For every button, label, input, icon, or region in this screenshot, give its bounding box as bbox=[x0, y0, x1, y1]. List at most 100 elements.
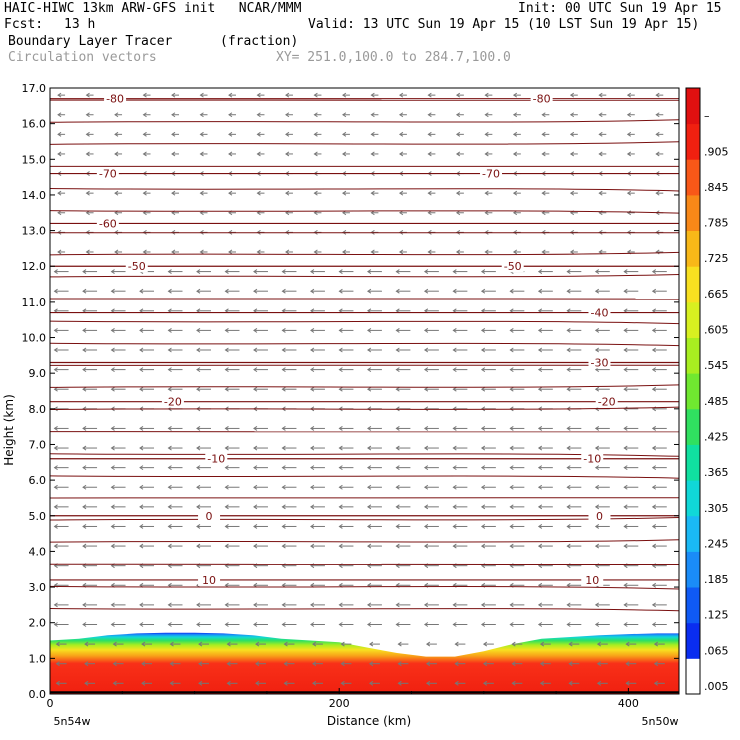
circulation-vector bbox=[310, 622, 325, 627]
circulation-vector bbox=[167, 524, 183, 529]
circulation-vector bbox=[196, 524, 211, 529]
circulation-vector bbox=[283, 641, 295, 647]
circulation-vector bbox=[566, 602, 582, 608]
circulation-vector bbox=[85, 151, 94, 157]
circulation-vector bbox=[537, 386, 553, 392]
circulation-vector bbox=[566, 269, 582, 274]
circulation-vector bbox=[452, 386, 468, 392]
circulation-vector bbox=[199, 131, 208, 137]
circulation-vector bbox=[651, 582, 667, 588]
circulation-vector bbox=[167, 602, 183, 608]
circulation-vector bbox=[566, 426, 582, 431]
circulation-vector bbox=[626, 92, 635, 98]
circulation-vector bbox=[626, 210, 635, 216]
circulation-vector bbox=[256, 249, 265, 255]
circulation-vector bbox=[566, 445, 582, 451]
temperature-contour bbox=[50, 607, 679, 612]
circulation-vector bbox=[228, 190, 236, 196]
circulation-vector bbox=[283, 661, 295, 667]
circulation-vector bbox=[167, 347, 183, 353]
circulation-vector bbox=[509, 445, 525, 451]
circulation-vector bbox=[253, 347, 268, 353]
circulation-vector bbox=[655, 131, 664, 137]
colorbar-label: .245 bbox=[704, 537, 729, 550]
circulation-vector bbox=[623, 524, 639, 529]
circulation-vector bbox=[310, 602, 325, 608]
circulation-vector bbox=[655, 151, 664, 157]
circulation-vector bbox=[82, 445, 98, 451]
circulation-vector bbox=[509, 327, 525, 333]
circulation-vector bbox=[367, 602, 382, 608]
plot-title: HAIC-HIWC 13km ARW-GFS init NCAR/MMM bbox=[4, 1, 302, 16]
circulation-vector bbox=[625, 661, 637, 667]
circulation-vector bbox=[283, 680, 295, 686]
circulation-vector bbox=[139, 426, 155, 431]
circulation-vector bbox=[53, 367, 69, 373]
circulation-vector bbox=[480, 484, 496, 490]
circulation-vector bbox=[55, 680, 67, 686]
circulation-vector bbox=[651, 288, 667, 294]
circulation-vector bbox=[82, 504, 98, 510]
circulation-vector bbox=[566, 386, 582, 392]
labelled-contour: -20 -20 bbox=[50, 395, 679, 409]
circulation-vector bbox=[281, 524, 297, 529]
y-tick-label: 16.0 bbox=[22, 118, 47, 131]
circulation-vector bbox=[110, 504, 126, 510]
circulation-vector bbox=[53, 288, 69, 294]
circulation-vector bbox=[623, 465, 639, 471]
circulation-vector bbox=[651, 504, 667, 510]
circulation-vector bbox=[395, 484, 411, 490]
circulation-vector bbox=[509, 484, 525, 490]
circulation-vector bbox=[224, 367, 240, 373]
circulation-vector bbox=[256, 190, 265, 196]
circulation-vector bbox=[653, 661, 665, 667]
colorbar-label: .545 bbox=[704, 359, 729, 372]
circulation-vector bbox=[110, 426, 126, 431]
circulation-vector bbox=[224, 622, 240, 627]
circulation-vector bbox=[313, 151, 322, 157]
circulation-vector bbox=[256, 92, 265, 98]
circulation-vector bbox=[395, 445, 411, 451]
circulation-vector bbox=[537, 367, 553, 373]
circulation-vector bbox=[484, 112, 493, 118]
circulation-vector bbox=[626, 190, 635, 196]
temperature-contour bbox=[50, 406, 679, 411]
circulation-vector bbox=[139, 445, 155, 451]
temperature-contour bbox=[50, 320, 679, 325]
circulation-vector bbox=[566, 582, 582, 588]
circulation-vector bbox=[85, 131, 94, 137]
colorbar-frame bbox=[685, 87, 701, 695]
circulation-vector bbox=[313, 190, 322, 196]
temperature-contour bbox=[50, 475, 679, 479]
circulation-vector bbox=[342, 92, 350, 98]
circulation-vector bbox=[566, 367, 582, 373]
circulation-vector bbox=[626, 151, 635, 157]
circulation-vector bbox=[594, 426, 610, 431]
circulation-vector bbox=[53, 543, 69, 549]
colorbar-swatch bbox=[686, 194, 700, 231]
circulation-vector bbox=[53, 386, 69, 392]
contour-label: -80 bbox=[533, 93, 551, 106]
circulation-vector bbox=[310, 347, 325, 353]
circulation-vector bbox=[625, 680, 637, 686]
circulation-vector bbox=[57, 210, 66, 216]
circulation-vector bbox=[285, 151, 293, 157]
circulation-vector bbox=[338, 602, 354, 608]
circulation-vector bbox=[452, 367, 468, 373]
circulation-vector bbox=[114, 249, 123, 255]
circulation-vector bbox=[566, 543, 582, 549]
circulation-vector bbox=[53, 524, 69, 529]
circulation-vector bbox=[398, 249, 407, 255]
circulation-vector bbox=[167, 269, 183, 274]
y-tick-label: 2.0 bbox=[29, 617, 47, 630]
circulation-vector bbox=[82, 327, 98, 333]
circulation-vector bbox=[224, 445, 240, 451]
circulation-vector bbox=[655, 190, 664, 196]
circulation-vector bbox=[452, 347, 468, 353]
circulation-vector bbox=[480, 367, 496, 373]
temperature-contour bbox=[50, 119, 679, 123]
x-axis-title: Distance (km) bbox=[327, 714, 411, 728]
circulation-vector bbox=[395, 426, 411, 431]
field-units: (fraction) bbox=[220, 34, 299, 49]
circulation-vector bbox=[110, 288, 126, 294]
